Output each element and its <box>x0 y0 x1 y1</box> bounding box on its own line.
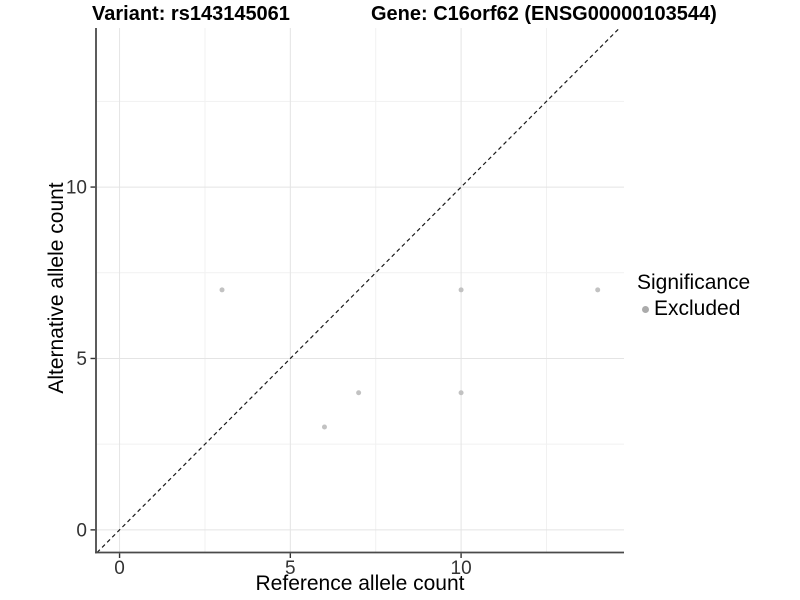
legend: Significance Excluded <box>637 271 750 321</box>
legend-entry-excluded: Excluded <box>637 297 750 321</box>
data-point <box>458 287 464 293</box>
data-point <box>356 390 362 396</box>
y-tick-label: 10 <box>66 178 87 199</box>
x-tick-label: 5 <box>285 558 296 579</box>
x-tick-label: 10 <box>451 558 472 579</box>
data-point <box>219 287 225 293</box>
data-point <box>458 390 464 396</box>
x-axis-label: Reference allele count <box>255 572 465 595</box>
x-tick-label: 0 <box>114 558 125 579</box>
plot-title-gene: Gene: C16orf62 (ENSG00000103544) <box>371 3 717 25</box>
legend-point-icon <box>642 305 649 313</box>
plot-title-variant: Variant: rs143145061 <box>92 3 290 25</box>
data-point <box>321 424 327 430</box>
legend-entry-label: Excluded <box>654 297 741 320</box>
data-point <box>595 287 601 293</box>
y-axis-label: Alternative allele count <box>45 182 68 394</box>
y-tick-label: 5 <box>76 349 87 370</box>
identity-line <box>96 27 620 553</box>
y-tick-label: 0 <box>76 520 87 541</box>
legend-title: Significance <box>637 271 751 294</box>
